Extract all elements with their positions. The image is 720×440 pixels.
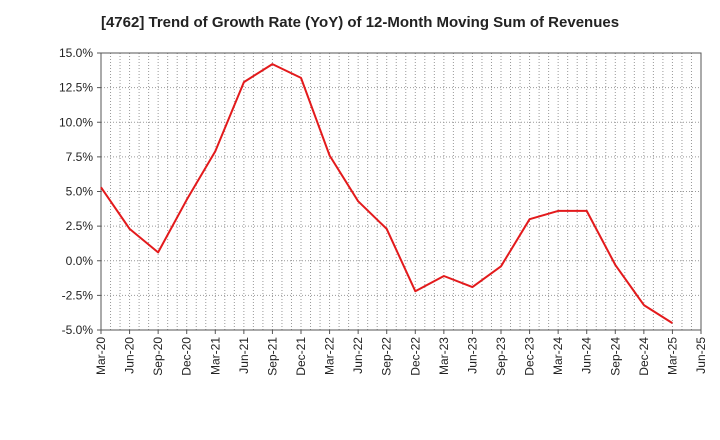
y-tick-label: 7.5% — [66, 150, 94, 164]
chart-title: [4762] Trend of Growth Rate (YoY) of 12-… — [100, 14, 620, 31]
x-tick-label: Jun-22 — [351, 337, 365, 374]
x-tick-label: Jun-20 — [123, 337, 137, 374]
x-tick-label: Sep-24 — [608, 337, 622, 376]
y-tick-label: -5.0% — [62, 323, 94, 337]
x-tick-label: Dec-20 — [180, 337, 194, 376]
y-tick-label: 2.5% — [66, 219, 94, 233]
y-tick-label: 15.0% — [59, 46, 93, 60]
x-tick-label: Jun-21 — [237, 337, 251, 374]
x-tick-label: Mar-23 — [437, 337, 451, 375]
grid-lines — [101, 53, 701, 330]
x-tick-label: Jun-23 — [465, 337, 479, 374]
y-tick-label: 0.0% — [66, 254, 94, 268]
series-layer — [100, 63, 673, 324]
x-tick-label: Sep-21 — [265, 337, 279, 376]
x-tick-label: Mar-25 — [665, 337, 679, 375]
x-tick-label: Mar-21 — [208, 337, 222, 375]
y-tick-label: 12.5% — [59, 81, 93, 95]
x-tick-label: Sep-22 — [380, 337, 394, 376]
x-tick-label: Mar-22 — [323, 337, 337, 375]
x-tick-label: Mar-20 — [94, 337, 108, 375]
x-tick-label: Sep-23 — [494, 337, 508, 376]
x-tick-label: Jun-24 — [580, 337, 594, 374]
x-tick-label: Sep-20 — [151, 337, 165, 376]
x-tick-label: Dec-22 — [408, 337, 422, 376]
y-axis: 15.0% 12.5% 10.0% 7.5% 5.0% 2.5% 0.0% -2.5% -5.0… — [59, 46, 101, 337]
y-tick-label: 5.0% — [66, 185, 94, 199]
y-tick-label: -2.5% — [62, 288, 94, 302]
x-tick-label: Dec-24 — [637, 337, 651, 376]
x-tick-label: Dec-23 — [523, 337, 537, 376]
series-line — [100, 63, 673, 324]
x-axis: Mar-20 Jun-20 Sep-20 Dec-20 Mar-21 Jun-21 Sep-… — [94, 330, 708, 376]
x-tick-label: Jun-25 — [694, 337, 708, 374]
y-tick-label: 10.0% — [59, 115, 93, 129]
x-tick-label: Dec-21 — [294, 337, 308, 376]
x-tick-label: Mar-24 — [551, 337, 565, 375]
